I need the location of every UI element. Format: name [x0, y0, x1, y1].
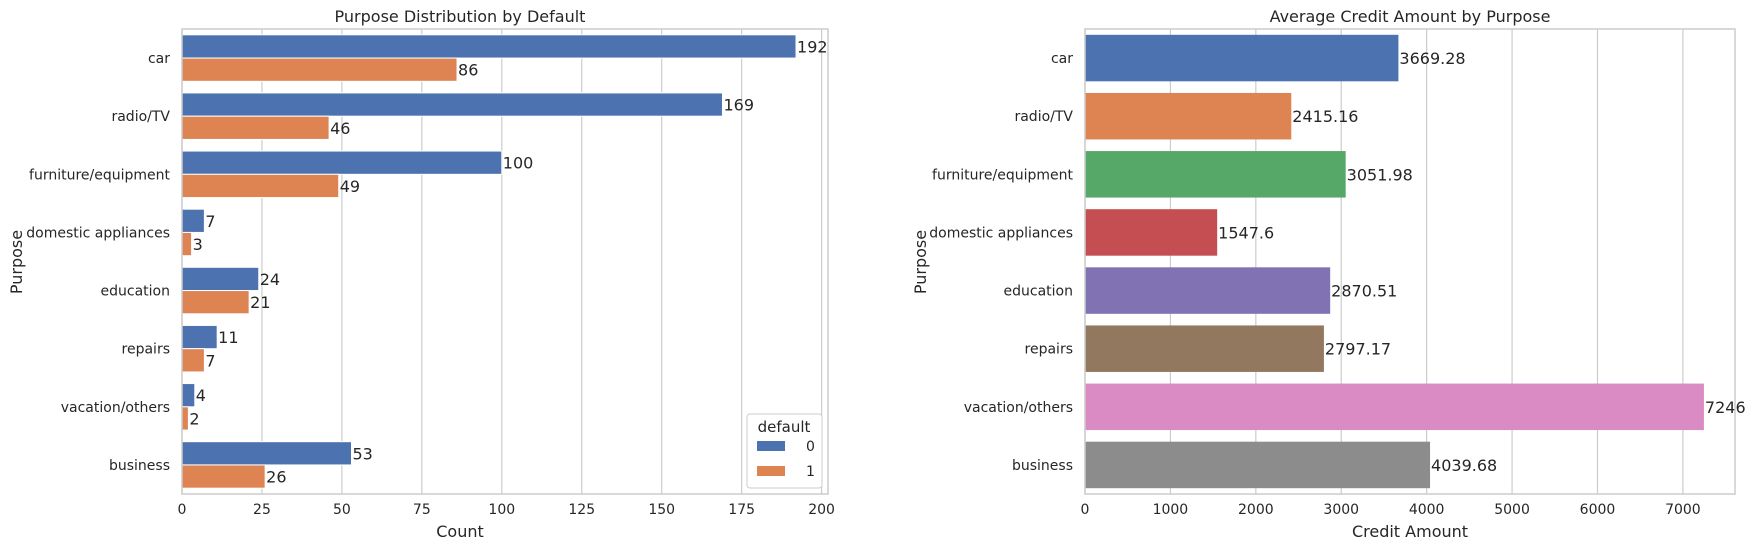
bar-value-label: 53 — [352, 444, 372, 463]
bar-value-label: 86 — [458, 61, 478, 80]
chart-title: Average Credit Amount by Purpose — [1270, 7, 1551, 26]
x-axis-title: Count — [436, 522, 484, 541]
x-tick-label: 175 — [728, 502, 755, 518]
bar — [181, 173, 340, 199]
x-tick-label: 0 — [1081, 502, 1090, 518]
bar-value-label: 1547.6 — [1218, 223, 1274, 242]
bar — [181, 290, 250, 315]
bar — [181, 406, 189, 431]
x-tick-label: 2000 — [1238, 502, 1274, 518]
y-tick-label: vacation/others — [964, 400, 1073, 416]
y-tick-label: furniture/equipment — [932, 167, 1073, 183]
bar-value-label: 2797.17 — [1325, 340, 1391, 359]
bar-value-label: 11 — [218, 328, 238, 347]
y-tick-label: domestic appliances — [26, 225, 170, 241]
bar — [1085, 267, 1331, 314]
y-tick-label: car — [1051, 51, 1073, 67]
chart-title: Purpose Distribution by Default — [335, 7, 586, 26]
x-tick-label: 50 — [333, 502, 351, 518]
bar — [181, 441, 352, 466]
plot-frame — [1084, 28, 1736, 495]
y-tick-label: business — [109, 458, 170, 474]
bar — [181, 57, 458, 82]
bar — [1085, 325, 1324, 372]
bar-value-label: 2870.51 — [1331, 282, 1397, 301]
bar — [181, 92, 723, 117]
bar-value-label: 3051.98 — [1347, 165, 1413, 184]
bar — [181, 464, 266, 489]
x-tick-label: 125 — [568, 502, 595, 518]
bar-value-label: 49 — [340, 177, 360, 196]
bar-value-label: 2415.16 — [1292, 107, 1358, 126]
x-tick-label: 75 — [413, 502, 431, 518]
bar-value-label: 3 — [193, 235, 203, 254]
bar-value-label: 169 — [723, 96, 754, 115]
y-tick-label: furniture/equipment — [29, 167, 170, 183]
x-tick-label: 150 — [648, 502, 675, 518]
bar — [1085, 92, 1292, 140]
bar — [181, 115, 330, 140]
x-tick-label: 7000 — [1665, 502, 1701, 518]
bar-value-label: 100 — [503, 154, 534, 173]
y-axis-title: Purpose — [911, 230, 930, 294]
x-axis-title: Credit Amount — [1352, 522, 1468, 541]
x-tick-label: 25 — [253, 502, 271, 518]
bar — [181, 266, 260, 292]
bar-value-label: 24 — [260, 270, 280, 289]
bar — [1085, 441, 1431, 489]
bar-value-label: 7 — [205, 351, 215, 370]
y-tick-label: repairs — [1025, 342, 1073, 358]
bar — [181, 208, 205, 233]
y-tick-label: car — [148, 51, 170, 67]
bar-value-label: 7246 — [1705, 398, 1746, 417]
y-tick-label: domestic appliances — [929, 225, 1073, 241]
legend-title: default — [758, 418, 811, 436]
bar — [181, 150, 503, 175]
bar-value-label: 21 — [250, 293, 270, 312]
bar — [1085, 209, 1218, 256]
x-tick-label: 1000 — [1153, 502, 1189, 518]
x-tick-label: 0 — [178, 502, 187, 518]
y-tick-label: education — [101, 284, 170, 300]
bar — [1085, 151, 1346, 198]
legend-swatch-0 — [757, 441, 785, 451]
y-tick-label: business — [1012, 458, 1073, 474]
legend-label-1: 1 — [806, 464, 815, 480]
bar-value-label: 2 — [189, 409, 199, 428]
average-credit-chart: Average Credit Amount by Purpose Credit … — [911, 7, 1746, 541]
y-tick-label: radio/TV — [1014, 109, 1073, 125]
x-tick-label: 3000 — [1323, 502, 1359, 518]
purpose-distribution-chart: Purpose Distribution by Default Count Pu… — [7, 7, 835, 541]
x-tick-label: 5000 — [1494, 502, 1530, 518]
x-tick-label: 200 — [808, 502, 835, 518]
bar-value-label: 7 — [205, 212, 215, 231]
y-tick-label: radio/TV — [111, 109, 170, 125]
legend-swatch-1 — [757, 466, 785, 476]
plot-frame — [181, 28, 829, 495]
y-axis-title: Purpose — [7, 230, 26, 294]
bar — [181, 34, 797, 59]
legend-label-0: 0 — [806, 439, 815, 455]
bar — [181, 348, 205, 373]
bar — [1085, 383, 1704, 431]
legend: default 0 1 — [746, 413, 823, 489]
bar-value-label: 4 — [196, 386, 206, 405]
bar — [181, 324, 218, 350]
x-tick-label: 100 — [488, 502, 515, 518]
y-tick-label: vacation/others — [61, 400, 170, 416]
y-tick-label: education — [1004, 284, 1073, 300]
x-tick-label: 4000 — [1409, 502, 1445, 518]
bar-value-label: 192 — [797, 37, 828, 56]
x-tick-label: 6000 — [1580, 502, 1616, 518]
bar-value-label: 4039.68 — [1431, 456, 1497, 475]
bar — [181, 231, 193, 257]
bar-value-label: 26 — [266, 468, 286, 487]
bar — [1085, 34, 1399, 82]
y-tick-label: repairs — [122, 342, 170, 358]
bar-value-label: 46 — [330, 119, 350, 138]
bar — [181, 383, 196, 408]
bar-value-label: 3669.28 — [1399, 49, 1465, 68]
